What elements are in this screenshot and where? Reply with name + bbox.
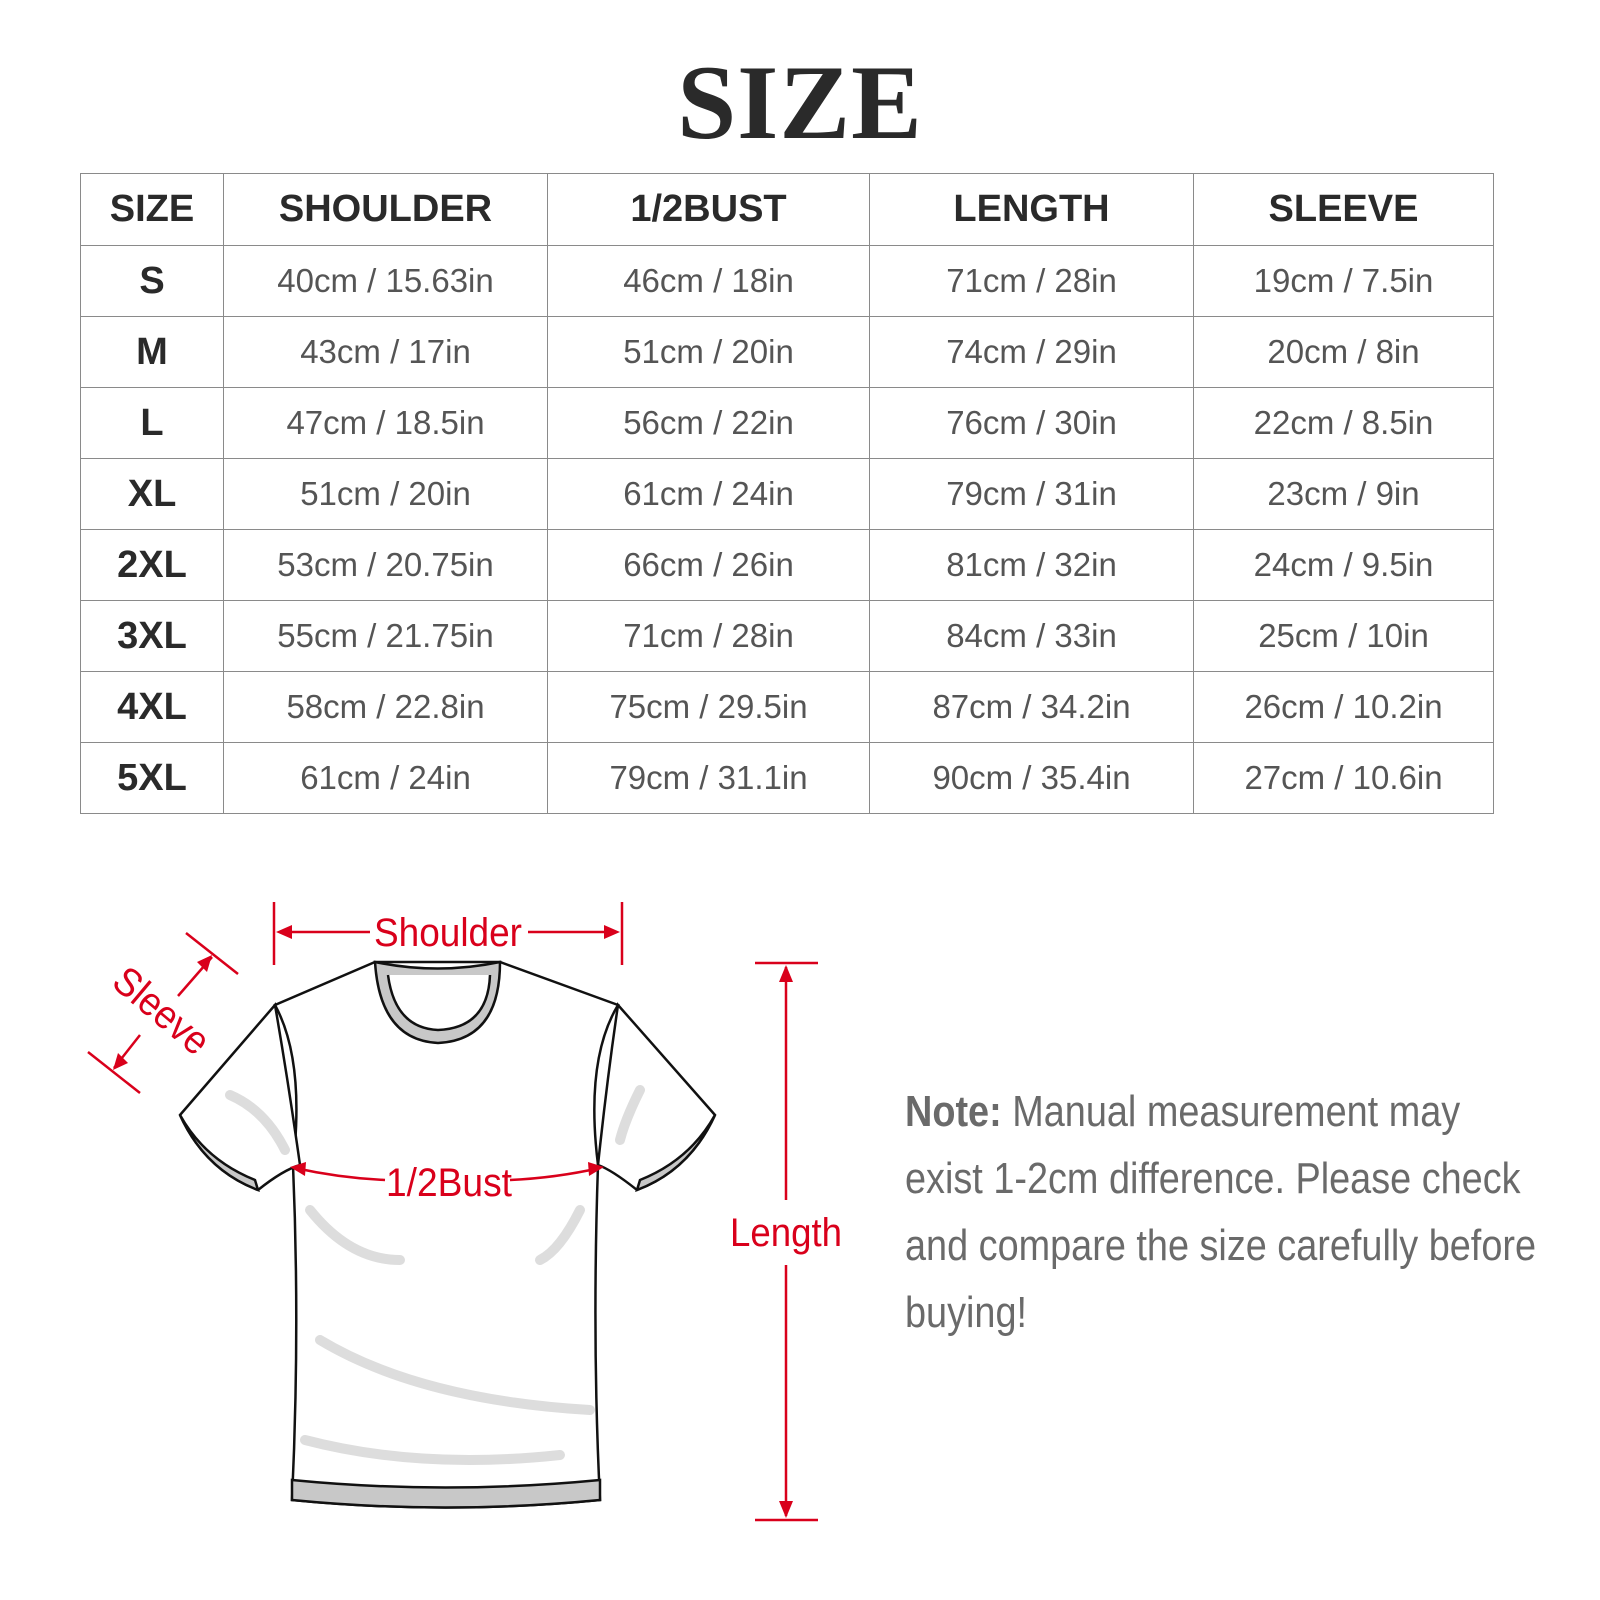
table-row: L 47cm / 18.5in 56cm / 22in 76cm / 30in 22cm… (80, 387, 1494, 459)
measurement-cell: 79cm / 31.1in (547, 742, 870, 814)
size-cell: M (80, 316, 224, 388)
size-cell: 2XL (80, 529, 224, 601)
note-text: Manual measurement may exist 1-2cm diffe… (905, 1087, 1537, 1337)
measurement-cell: 55cm / 21.75in (223, 600, 548, 672)
size-cell: S (80, 245, 224, 317)
measurement-cell: 71cm / 28in (869, 245, 1194, 317)
column-header-size: SIZE (80, 173, 224, 246)
measurement-cell: 66cm / 26in (547, 529, 870, 601)
measurement-cell: 25cm / 10in (1193, 600, 1494, 672)
measurement-cell: 90cm / 35.4in (869, 742, 1194, 814)
measurement-cell: 47cm / 18.5in (223, 387, 548, 459)
measurement-cell: 46cm / 18in (547, 245, 870, 317)
column-header-sleeve: SLEEVE (1193, 173, 1494, 246)
size-cell: 4XL (80, 671, 224, 743)
measurement-cell: 56cm / 22in (547, 387, 870, 459)
size-cell: 3XL (80, 600, 224, 672)
measurement-cell: 58cm / 22.8in (223, 671, 548, 743)
measurement-cell: 75cm / 29.5in (547, 671, 870, 743)
measurement-cell: 61cm / 24in (547, 458, 870, 530)
length-label: Length (730, 1211, 842, 1255)
measurement-cell: 40cm / 15.63in (223, 245, 548, 317)
measurement-cell: 51cm / 20in (223, 458, 548, 530)
measurement-cell: 27cm / 10.6in (1193, 742, 1494, 814)
measurement-cell: 51cm / 20in (547, 316, 870, 388)
size-cell: XL (80, 458, 224, 530)
measurement-cell: 81cm / 32in (869, 529, 1194, 601)
measurement-cell: 43cm / 17in (223, 316, 548, 388)
measurement-cell: 20cm / 8in (1193, 316, 1494, 388)
measurement-note: Note: Manual measurement may exist 1-2cm… (905, 1078, 1541, 1346)
measurement-cell: 76cm / 30in (869, 387, 1194, 459)
table-row: M 43cm / 17in 51cm / 20in 74cm / 29in 20cm /… (80, 316, 1494, 388)
table-row: 5XL 61cm / 24in 79cm / 31.1in 90cm / 35.4in… (80, 742, 1494, 814)
size-cell: 5XL (80, 742, 224, 814)
table-row: XL 51cm / 20in 61cm / 24in 79cm / 31in 23cm … (80, 458, 1494, 530)
page-title: SIZE (677, 44, 923, 161)
measurement-cell: 53cm / 20.75in (223, 529, 548, 601)
measurement-cell: 71cm / 28in (547, 600, 870, 672)
size-table: SIZE SHOULDER 1/2BUST LENGTH SLEEVE S 40cm / … (80, 173, 1494, 814)
measurement-cell: 74cm / 29in (869, 316, 1194, 388)
tshirt-illustration (178, 960, 717, 1509)
fabric-shading (225, 1085, 645, 1465)
table-row: S 40cm / 15.63in 46cm / 18in 71cm / 28in 19c… (80, 245, 1494, 317)
measurement-cell: 23cm / 9in (1193, 458, 1494, 530)
measurement-cell: 22cm / 8.5in (1193, 387, 1494, 459)
column-header-1-2bust: 1/2BUST (547, 173, 870, 246)
note-label: Note: (905, 1087, 1002, 1136)
measurement-cell: 19cm / 7.5in (1193, 245, 1494, 317)
column-header-length: LENGTH (869, 173, 1194, 246)
tshirt-diagram: Shoulder 1/2Bust Length Sleeve (87, 902, 842, 1522)
measurement-cell: 24cm / 9.5in (1193, 529, 1494, 601)
sleeve-label: Sleeve (104, 958, 218, 1064)
shoulder-label: Shoulder (374, 911, 522, 955)
measurement-arrows (87, 902, 818, 1522)
table-row: 4XL 58cm / 22.8in 75cm / 29.5in 87cm / 34.2… (80, 671, 1494, 743)
measurement-cell: 87cm / 34.2in (869, 671, 1194, 743)
bust-label: 1/2Bust (386, 1161, 512, 1205)
measurement-cell: 79cm / 31in (869, 458, 1194, 530)
table-header-row: SIZE SHOULDER 1/2BUST LENGTH SLEEVE (80, 173, 1494, 246)
size-cell: L (80, 387, 224, 459)
measurement-cell: 84cm / 33in (869, 600, 1194, 672)
measurement-cell: 26cm / 10.2in (1193, 671, 1494, 743)
measurement-cell: 61cm / 24in (223, 742, 548, 814)
column-header-shoulder: SHOULDER (223, 173, 548, 246)
table-row: 2XL 53cm / 20.75in 66cm / 26in 81cm / 32in 2… (80, 529, 1494, 601)
table-row: 3XL 55cm / 21.75in 71cm / 28in 84cm / 33in 2… (80, 600, 1494, 672)
